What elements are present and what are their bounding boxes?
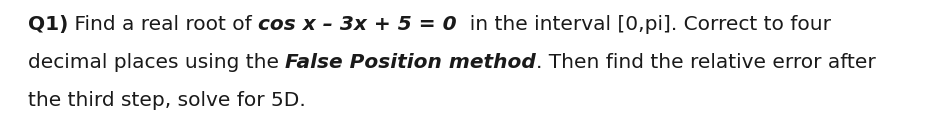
Text: Q1): Q1) — [28, 15, 68, 34]
Text: in the interval [0,pi]. Correct to four: in the interval [0,pi]. Correct to four — [457, 15, 831, 34]
Text: decimal places using the: decimal places using the — [28, 53, 285, 72]
Text: the third step, solve for 5D.: the third step, solve for 5D. — [28, 91, 306, 110]
Text: False Position method: False Position method — [285, 53, 537, 72]
Text: Find a real root of: Find a real root of — [68, 15, 259, 34]
Text: . Then find the relative error after: . Then find the relative error after — [537, 53, 876, 72]
Text: cos x – 3x + 5 = 0: cos x – 3x + 5 = 0 — [259, 15, 457, 34]
